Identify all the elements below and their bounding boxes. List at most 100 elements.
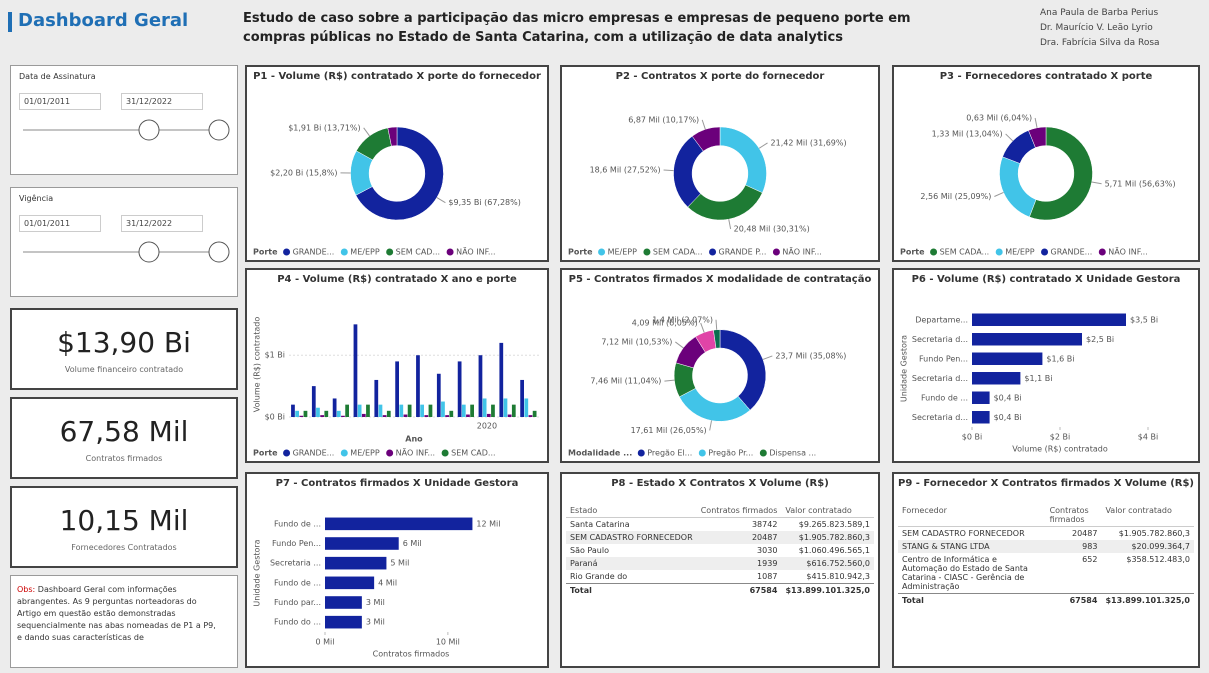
bar [353, 324, 358, 417]
legend-label: SEM CADA... [940, 248, 990, 257]
slider[interactable] [19, 110, 231, 150]
chart-title: P4 - Volume (R$) contratado X ano e port… [277, 274, 517, 285]
bar [361, 413, 366, 417]
dashboard-title: Dashboard Geral [18, 10, 189, 31]
legend-title: Porte [253, 449, 278, 458]
leader-line [994, 191, 1004, 197]
table-title: P8 - Estado X Contratos X Volume (R$) [611, 478, 829, 489]
legend-marker [643, 248, 651, 256]
data-label: 20,48 Mil (30,31%) [734, 225, 810, 234]
chart-panel: P3 - Fornecedores contratado X porte 5,71… [892, 65, 1200, 262]
table-panel: P9 - Fornecedor X Contratos firmados X V… [892, 472, 1200, 668]
legend-label: ME/EPP [608, 248, 638, 257]
column-header: Contratos firmados [1045, 504, 1102, 527]
slider[interactable] [19, 232, 231, 272]
legend-label: NÃO INF... [1108, 247, 1147, 257]
table-row: São Paulo 3030 $1.060.496.565,1 [566, 544, 874, 557]
bar [345, 404, 349, 417]
date-from[interactable]: 01/01/2011 [19, 93, 101, 110]
legend-marker [386, 248, 394, 256]
data-label: 4 Mil [378, 578, 397, 587]
bar [972, 352, 1043, 365]
leader-line [663, 169, 674, 172]
y-tick-label: Fundo do ... [274, 618, 321, 627]
bar [378, 404, 383, 417]
bar [532, 410, 537, 417]
column-header: Estado [566, 504, 697, 518]
slicer-label: Data de Assinatura [19, 72, 96, 81]
date-to[interactable]: 31/12/2022 [121, 93, 203, 110]
data-label: $2,5 Bi [1086, 335, 1114, 344]
cell: 67584 [696, 583, 782, 597]
chart-panel: P5 - Contratos firmados X modalidade de … [560, 268, 880, 463]
plot: 5,71 Mil (56,63%) 2,56 Mil (25,09%) 1,33 M… [900, 114, 1176, 257]
bar [357, 404, 362, 417]
slicer-label: Vigência [19, 194, 54, 203]
data-label: $1,6 Bi [1046, 354, 1074, 363]
x-tick-label: 2020 [477, 422, 497, 431]
bar [972, 391, 990, 404]
bar [325, 537, 399, 550]
donut-slice [355, 126, 444, 221]
x-tick-label: 10 Mil [436, 638, 460, 647]
y-tick-label: $1 Bi [265, 351, 285, 360]
data-label: 1,4 Mil (2,07%) [652, 315, 713, 324]
table-wrap: Fornecedor Contratos firmados Valor contra… [898, 504, 1194, 664]
cell: 983 [1045, 540, 1102, 553]
bar [478, 355, 483, 417]
cell: $13.899.101.325,0 [1101, 593, 1194, 607]
leader-line [709, 420, 713, 431]
cell: 3030 [757, 546, 778, 555]
date-to[interactable]: 31/12/2022 [121, 215, 203, 232]
legend-label: GRANDE... [293, 449, 335, 458]
chart-title: P5 - Contratos firmados X modalidade de … [568, 274, 872, 285]
bar [445, 415, 449, 417]
x-axis-title: Contratos firmados [373, 650, 450, 659]
data-label: $1,91 Bi (13,71%) [288, 123, 360, 132]
legend-title: Porte [253, 248, 278, 257]
cell: $616.752.560,0 [781, 557, 874, 570]
bar [295, 410, 299, 417]
column-header: Valor contratado [1101, 504, 1194, 527]
bar [507, 414, 512, 417]
note: Obs: Dashboard Geral com informações abr… [10, 575, 238, 668]
leader-line [363, 127, 370, 137]
bar [316, 407, 320, 417]
table-wrap: Estado Contratos firmados Valor contratado… [566, 504, 874, 664]
table-row: Paraná 1939 $616.752.560,0 [566, 557, 874, 570]
bar [325, 596, 362, 609]
bar [291, 404, 295, 417]
bar [386, 410, 391, 417]
bar [374, 379, 379, 417]
header-row: Estado Contratos firmados Valor contratado [566, 504, 874, 518]
y-tick-label: Fundo de ... [921, 393, 968, 402]
card-label: Contratos firmados [85, 454, 163, 463]
bar [382, 415, 387, 417]
bar [972, 313, 1126, 326]
data-label: $0,4 Bi [994, 393, 1022, 402]
cell: STANG & STANG LTDA [898, 540, 1046, 553]
leader-line [664, 379, 675, 382]
y-tick-label: Secretaria d... [912, 413, 968, 422]
bar [486, 413, 491, 417]
table-row: Santa Catarina 38742 $9.265.823.589,1 [566, 518, 874, 532]
cell: 20487 [1072, 529, 1098, 538]
date-from[interactable]: 01/01/2011 [19, 215, 101, 232]
card: 67,58 Mil Contratos firmados [10, 397, 238, 479]
bar [303, 410, 308, 417]
chart-panel: P6 - Volume (R$) contratado X Unidade Ge… [892, 268, 1200, 463]
cell: Total [566, 583, 697, 597]
bar [324, 410, 329, 417]
bar [528, 415, 533, 417]
y-tick-label: Departame... [915, 315, 968, 324]
vigencia-slicer[interactable]: Vigência 01/01/2011 31/12/2022 [10, 187, 238, 297]
data-label: 0,63 Mil (6,04%) [966, 114, 1032, 123]
date-slicer[interactable]: Data de Assinatura 01/01/2011 31/12/2022 [10, 65, 238, 175]
bar [424, 415, 429, 417]
y-tick-label: $0 Bi [265, 413, 285, 422]
table: Estado Contratos firmados Valor contratado… [566, 504, 874, 597]
data-label: 5 Mil [390, 559, 409, 568]
plot: $9,35 Bi (67,28%) $2,20 Bi (15,8%) $1,91 B… [253, 123, 521, 257]
plot: Departame... $3,5 Bi Secretaria d... $2,5 B… [900, 313, 1158, 454]
bar [461, 404, 466, 417]
